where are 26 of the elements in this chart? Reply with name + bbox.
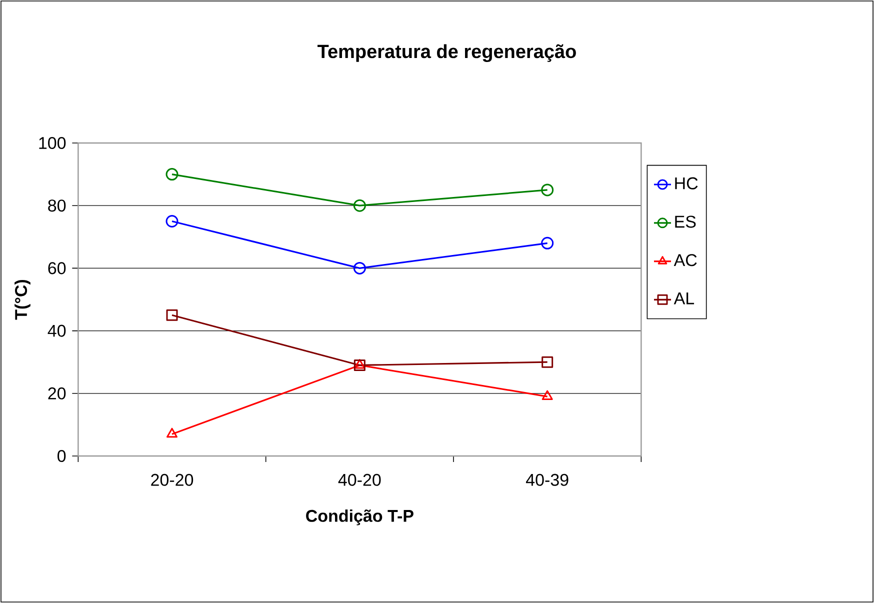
point <box>166 168 178 181</box>
y-axis-title: T(°C) <box>14 280 30 320</box>
point <box>541 184 554 196</box>
point <box>542 390 553 400</box>
y-tick-label: 40 <box>48 324 66 337</box>
x-tick-label: 40-20 <box>338 474 381 486</box>
point <box>166 428 178 438</box>
legend-label: AC <box>674 254 697 266</box>
point <box>542 356 554 368</box>
point <box>353 262 366 274</box>
point <box>166 214 178 228</box>
legend-label: ES <box>675 216 696 228</box>
y-tick-label: 80 <box>48 200 66 212</box>
point <box>353 199 366 212</box>
y-tick-label: 20 <box>48 387 66 400</box>
y-tick-label: 100 <box>39 136 66 150</box>
point <box>541 236 554 250</box>
x-tick-label: 40-39 <box>526 474 568 486</box>
y-tick-label: 60 <box>48 262 66 274</box>
legend-label: AL <box>674 292 694 304</box>
x-tick-label: 20-20 <box>151 474 194 486</box>
legend-label: HC <box>675 177 698 190</box>
point <box>166 309 178 321</box>
chart-title: Temperatura de regeneração <box>318 44 576 62</box>
x-axis-title: Condição T-P <box>306 509 414 526</box>
y-tick-label: 0 <box>58 450 66 462</box>
